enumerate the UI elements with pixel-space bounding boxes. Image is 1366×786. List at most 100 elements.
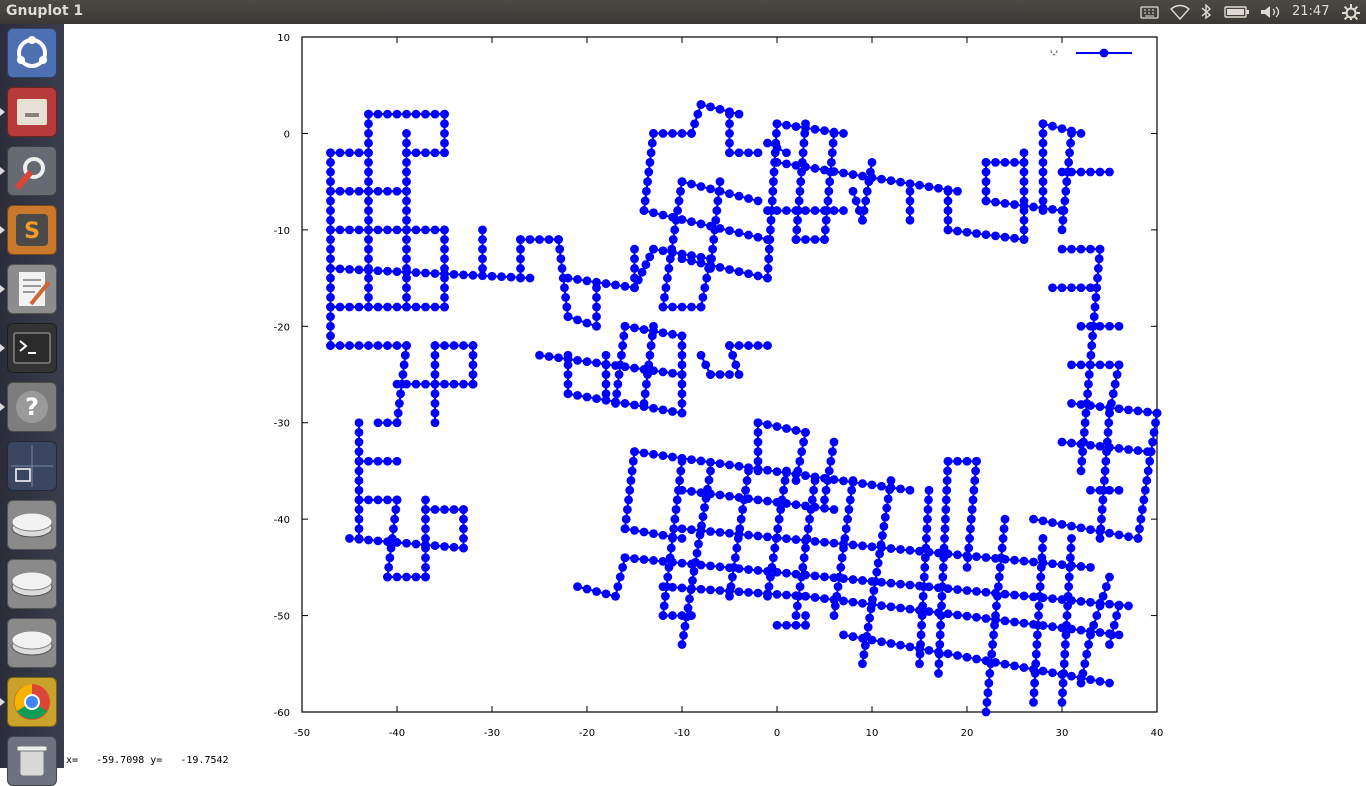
data-point [867,157,877,167]
bluetooth-icon[interactable] [1200,4,1212,20]
data-point [676,186,685,196]
data-point [563,360,573,370]
data-point [561,292,571,302]
data-point [392,572,402,582]
data-point [582,392,592,402]
data-point [942,476,952,485]
data-point [573,315,582,325]
data-point [560,283,569,293]
data-point [390,514,400,524]
launcher-workspace-switcher-icon[interactable] [7,441,57,491]
data-point [963,553,973,563]
launcher-help-icon[interactable]: ? [7,382,57,432]
data-point [873,558,883,568]
data-point [936,611,946,620]
data-point [383,341,392,350]
launcher-running-indicator [0,344,5,352]
launcher-files-icon[interactable] [7,87,57,137]
data-point [791,235,801,244]
volume-icon[interactable] [1260,4,1282,20]
data-point [1114,630,1124,640]
data-point [1057,560,1067,570]
data-point [1143,466,1153,476]
data-point [967,505,977,514]
data-point [687,525,696,535]
launcher-sublime-text-icon[interactable]: S [7,205,57,255]
data-point [624,495,633,505]
data-point [421,225,430,235]
data-point [972,586,981,596]
data-point [782,148,791,158]
data-point [1097,514,1106,524]
data-point [430,505,440,514]
data-point [1057,283,1067,293]
data-point [592,358,601,368]
data-point [982,697,992,707]
data-point [421,553,430,563]
data-point [937,582,947,592]
data-point [782,534,791,544]
data-point [677,399,687,408]
data-point [645,157,655,167]
clock[interactable]: 21:47 [1292,4,1330,19]
data-point [848,597,858,607]
data-point [878,531,887,540]
data-point [801,235,810,244]
launcher-trash-icon[interactable] [7,736,57,786]
data-point [1063,591,1073,601]
data-point [866,167,875,177]
data-point [715,562,725,572]
data-point [728,350,738,360]
data-point [1038,534,1048,543]
gear-icon[interactable] [1342,4,1360,20]
data-point [696,258,706,268]
wifi-icon[interactable] [1170,4,1190,20]
data-point [768,186,778,196]
data-point [706,184,715,194]
data-point [1048,668,1057,678]
plot-canvas[interactable]: -50 -40 -30 -20 -10 0 10 20 30 40 10 0 -10 -20 -30 -40 -… [64,24,1366,756]
data-point [660,591,670,601]
x-tick-label: 40 [1151,728,1164,739]
data-point [326,341,335,350]
data-point [1061,186,1071,196]
data-point [601,379,611,389]
data-point [421,148,430,158]
data-point [677,485,687,495]
gnuplot-window[interactable]: -50 -40 -30 -20 -10 0 10 20 30 40 10 0 -10 -20 -30 -40 -… [64,24,1366,756]
launcher-ubuntu-dash-icon[interactable] [7,28,57,78]
data-point [364,148,373,158]
data-point [962,611,972,621]
data-point [886,476,896,485]
launcher-terminal-icon[interactable] [7,323,57,373]
launcher-drive-2-icon[interactable] [7,559,57,609]
data-point [1057,437,1067,447]
status-bar: x= -59.7098 y= -19.7542 [64,755,1366,768]
keyboard-icon[interactable] [1140,4,1160,20]
data-point [1065,553,1075,563]
data-point [801,591,810,601]
data-point [1087,341,1097,350]
data-point [1010,661,1019,671]
data-point [687,129,696,138]
series-line-segment [852,190,864,221]
launcher-system-settings-icon[interactable] [7,146,57,196]
data-point [402,215,411,225]
data-point [848,632,858,641]
data-point [763,273,772,283]
data-point [858,215,867,225]
data-point [734,341,744,350]
data-point [459,534,468,543]
launcher-chrome-icon[interactable] [7,677,57,727]
series-line-segment [681,257,768,280]
launcher-text-editor-icon[interactable] [7,264,57,314]
launcher-drive-1-icon[interactable] [7,500,57,550]
battery-icon[interactable] [1224,4,1250,20]
data-point [1149,427,1159,437]
data-point [829,206,839,215]
data-point [326,225,335,235]
data-point [1086,562,1095,572]
data-point [326,167,335,177]
data-point [459,524,468,534]
launcher-drive-3-icon[interactable] [7,618,57,668]
